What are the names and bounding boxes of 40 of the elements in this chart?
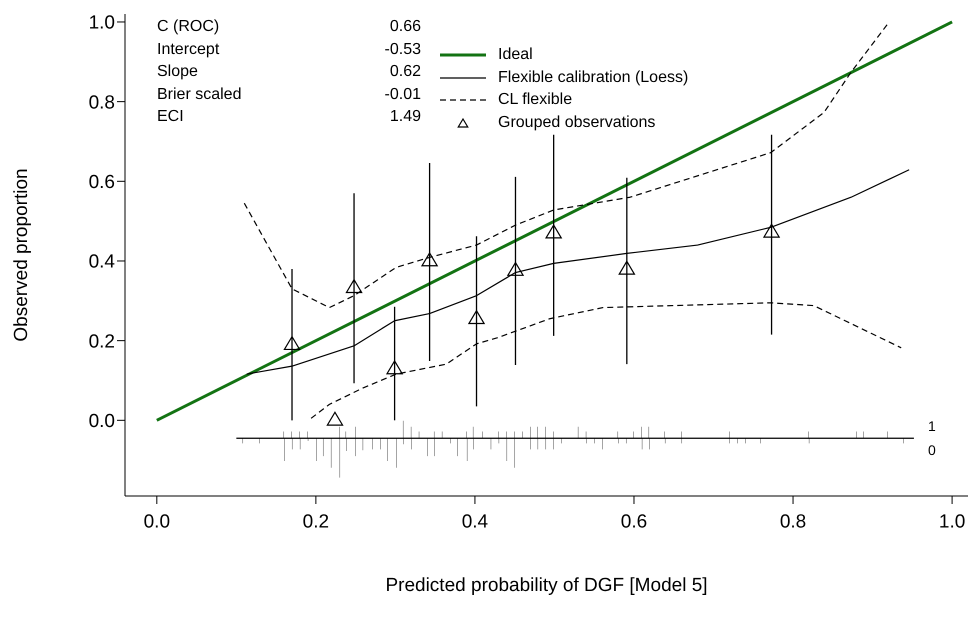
point: [507, 262, 524, 276]
text: 1.49: [390, 108, 421, 125]
x-axis-title: Predicted probability of DGF [Model 5]: [385, 575, 708, 596]
point: [326, 412, 344, 426]
point: [284, 336, 300, 350]
point: [763, 224, 780, 238]
y-tick-label: 0.4: [88, 252, 116, 273]
legend-label: Grouped observations: [498, 112, 656, 132]
point: [421, 252, 438, 266]
point: [618, 260, 636, 275]
legend-label: CL flexible: [498, 90, 572, 110]
point: [386, 360, 403, 374]
point: [346, 279, 362, 294]
point: [468, 310, 485, 324]
text: Slope: [157, 63, 198, 80]
text: Intercept: [157, 40, 220, 58]
x-tick-label: 1.0: [938, 511, 966, 532]
y-tick-label: 0.8: [88, 92, 115, 114]
text: Brier scaled: [157, 86, 242, 102]
text: C (ROC): [157, 18, 220, 35]
legend-label: Ideal: [498, 45, 533, 65]
text: ECI: [157, 108, 184, 125]
x-tick-label: 0.6: [620, 511, 648, 532]
y-tick-label: 0.2: [88, 331, 115, 352]
x-tick-label: 0.0: [144, 511, 170, 532]
x-tick-label: 0.2: [302, 511, 330, 532]
text: 0.66: [390, 18, 421, 35]
y-tick-label: 1.0: [88, 12, 115, 34]
series-label: 0: [928, 442, 936, 458]
y-axis-title: Observed proportion: [11, 168, 33, 342]
x-tick-label: 0.4: [462, 511, 489, 532]
text: -0.53: [384, 40, 421, 58]
x-tick-label: 0.8: [780, 511, 806, 532]
y-tick-label: 0.6: [88, 172, 115, 194]
point: [545, 224, 562, 238]
y-tick-label: 0.0: [88, 411, 115, 432]
legend-label: Flexible calibration (Loess): [498, 68, 688, 88]
text: -0.01: [384, 86, 421, 102]
text: 0.62: [390, 63, 421, 80]
text: 1: [928, 418, 936, 434]
